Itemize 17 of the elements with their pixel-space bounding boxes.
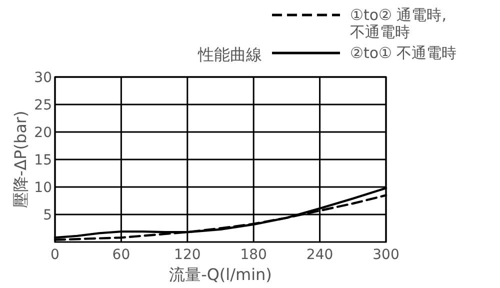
y-axis-title: 壓降-ΔP(bar) [11, 110, 30, 208]
y-tick-label: 30 [34, 70, 52, 86]
y-tick-label: 20 [34, 125, 52, 141]
x-tick-label: 240 [306, 247, 334, 263]
x-tick-label: 0 [50, 247, 60, 263]
x-tick-label: 300 [372, 247, 400, 263]
legend-label: ①to② 通電時, 不通電時 [350, 6, 446, 41]
legend-label: ②to① 不通電時 [350, 44, 457, 62]
y-tick-label: 15 [34, 152, 52, 168]
x-tick-label: 180 [240, 247, 267, 263]
x-tick-label: 60 [112, 247, 130, 263]
y-tick-label: 5 [43, 208, 52, 224]
y-tick-label: 10 [34, 180, 52, 196]
x-axis-title: 流量-Q(l/min) [169, 265, 272, 284]
y-tick-label: 25 [34, 98, 52, 114]
chart-title: 性能曲線 [197, 45, 262, 64]
x-tick-label: 120 [174, 247, 201, 263]
